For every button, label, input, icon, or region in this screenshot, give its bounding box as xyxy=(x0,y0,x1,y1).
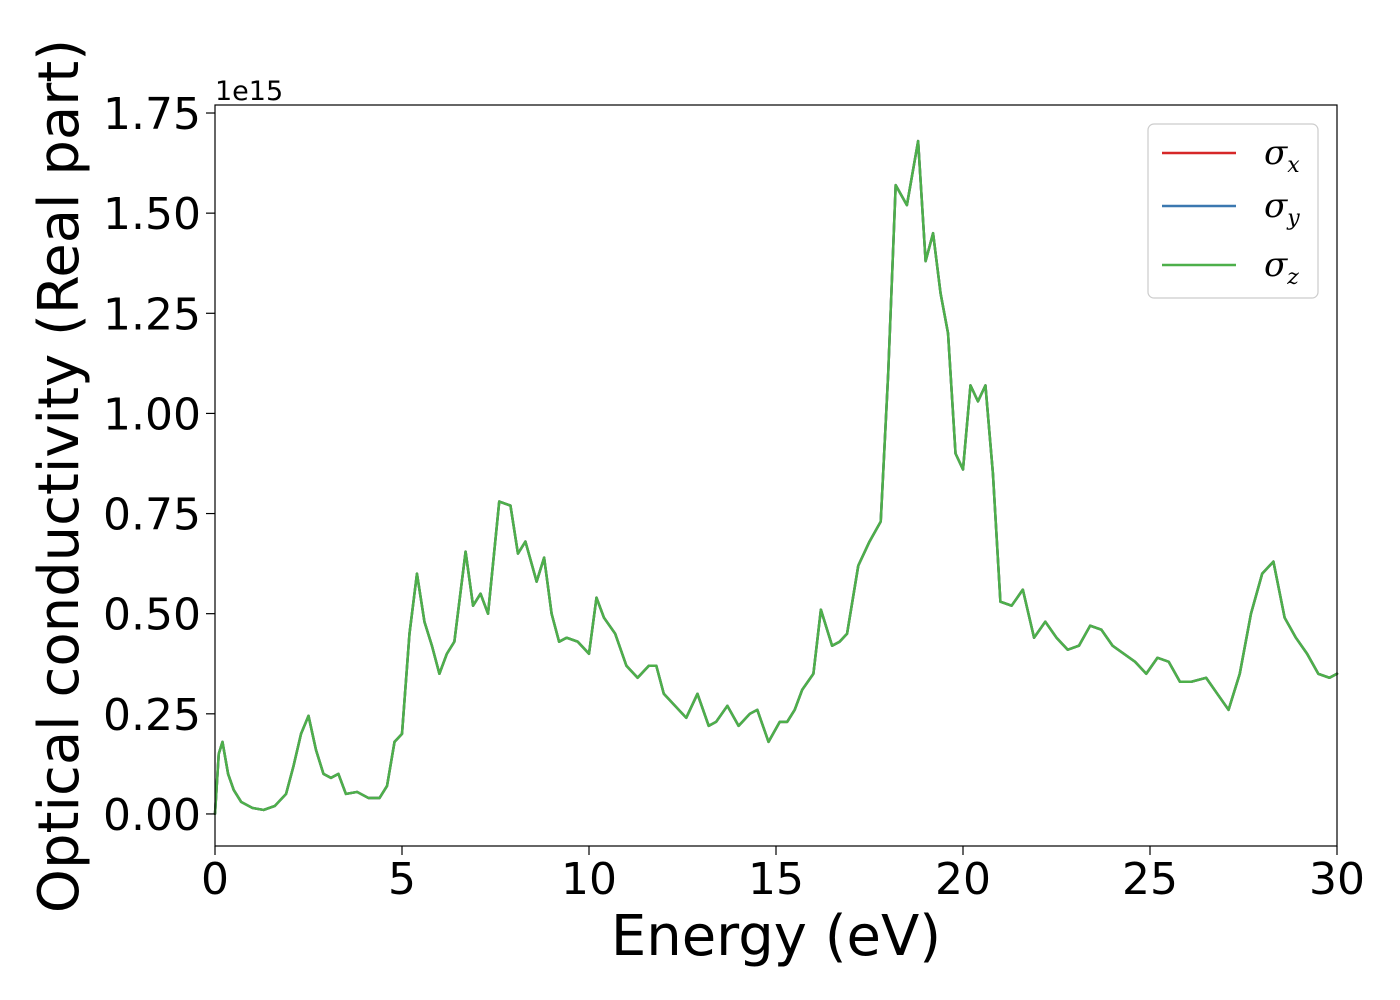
y-axis-ticks: 0.00 0.25 0.50 0.75 1.00 1.25 1.50 1.75 xyxy=(103,89,215,841)
plot-lines xyxy=(213,139,1339,816)
x-axis-ticks: 0 5 10 15 20 25 30 xyxy=(201,846,1365,905)
legend: σx σy σz xyxy=(1147,123,1319,299)
y-tick-label: 0.75 xyxy=(103,490,201,541)
y-tick-label: 1.25 xyxy=(103,289,201,340)
x-tick-label: 25 xyxy=(1122,854,1178,905)
y-tick-label: 0.50 xyxy=(103,590,201,641)
y-axis-label: Optical conductivity (Real part) xyxy=(27,39,92,913)
legend-box xyxy=(1147,123,1319,299)
x-tick-label: 10 xyxy=(561,854,617,905)
x-tick-label: 5 xyxy=(388,854,416,905)
legend-label-sigma-x: σx xyxy=(1264,133,1300,178)
y-offset-label: 1e15 xyxy=(215,76,283,107)
y-tick-label: 1.00 xyxy=(103,389,201,440)
legend-label-sigma-z: σz xyxy=(1264,245,1299,290)
y-tick-label: 1.50 xyxy=(103,189,201,240)
legend-label-sigma-y: σy xyxy=(1264,186,1300,231)
series-line-sigma-z xyxy=(213,139,1339,816)
x-tick-label: 20 xyxy=(935,854,991,905)
y-tick-label: 0.00 xyxy=(103,790,201,841)
x-tick-label: 30 xyxy=(1309,854,1365,905)
x-tick-label: 0 xyxy=(201,854,229,905)
y-tick-label: 0.25 xyxy=(103,690,201,741)
y-tick-label: 1.75 xyxy=(103,89,201,140)
x-tick-label: 15 xyxy=(748,854,804,905)
x-axis-label: Energy (eV) xyxy=(611,904,941,969)
